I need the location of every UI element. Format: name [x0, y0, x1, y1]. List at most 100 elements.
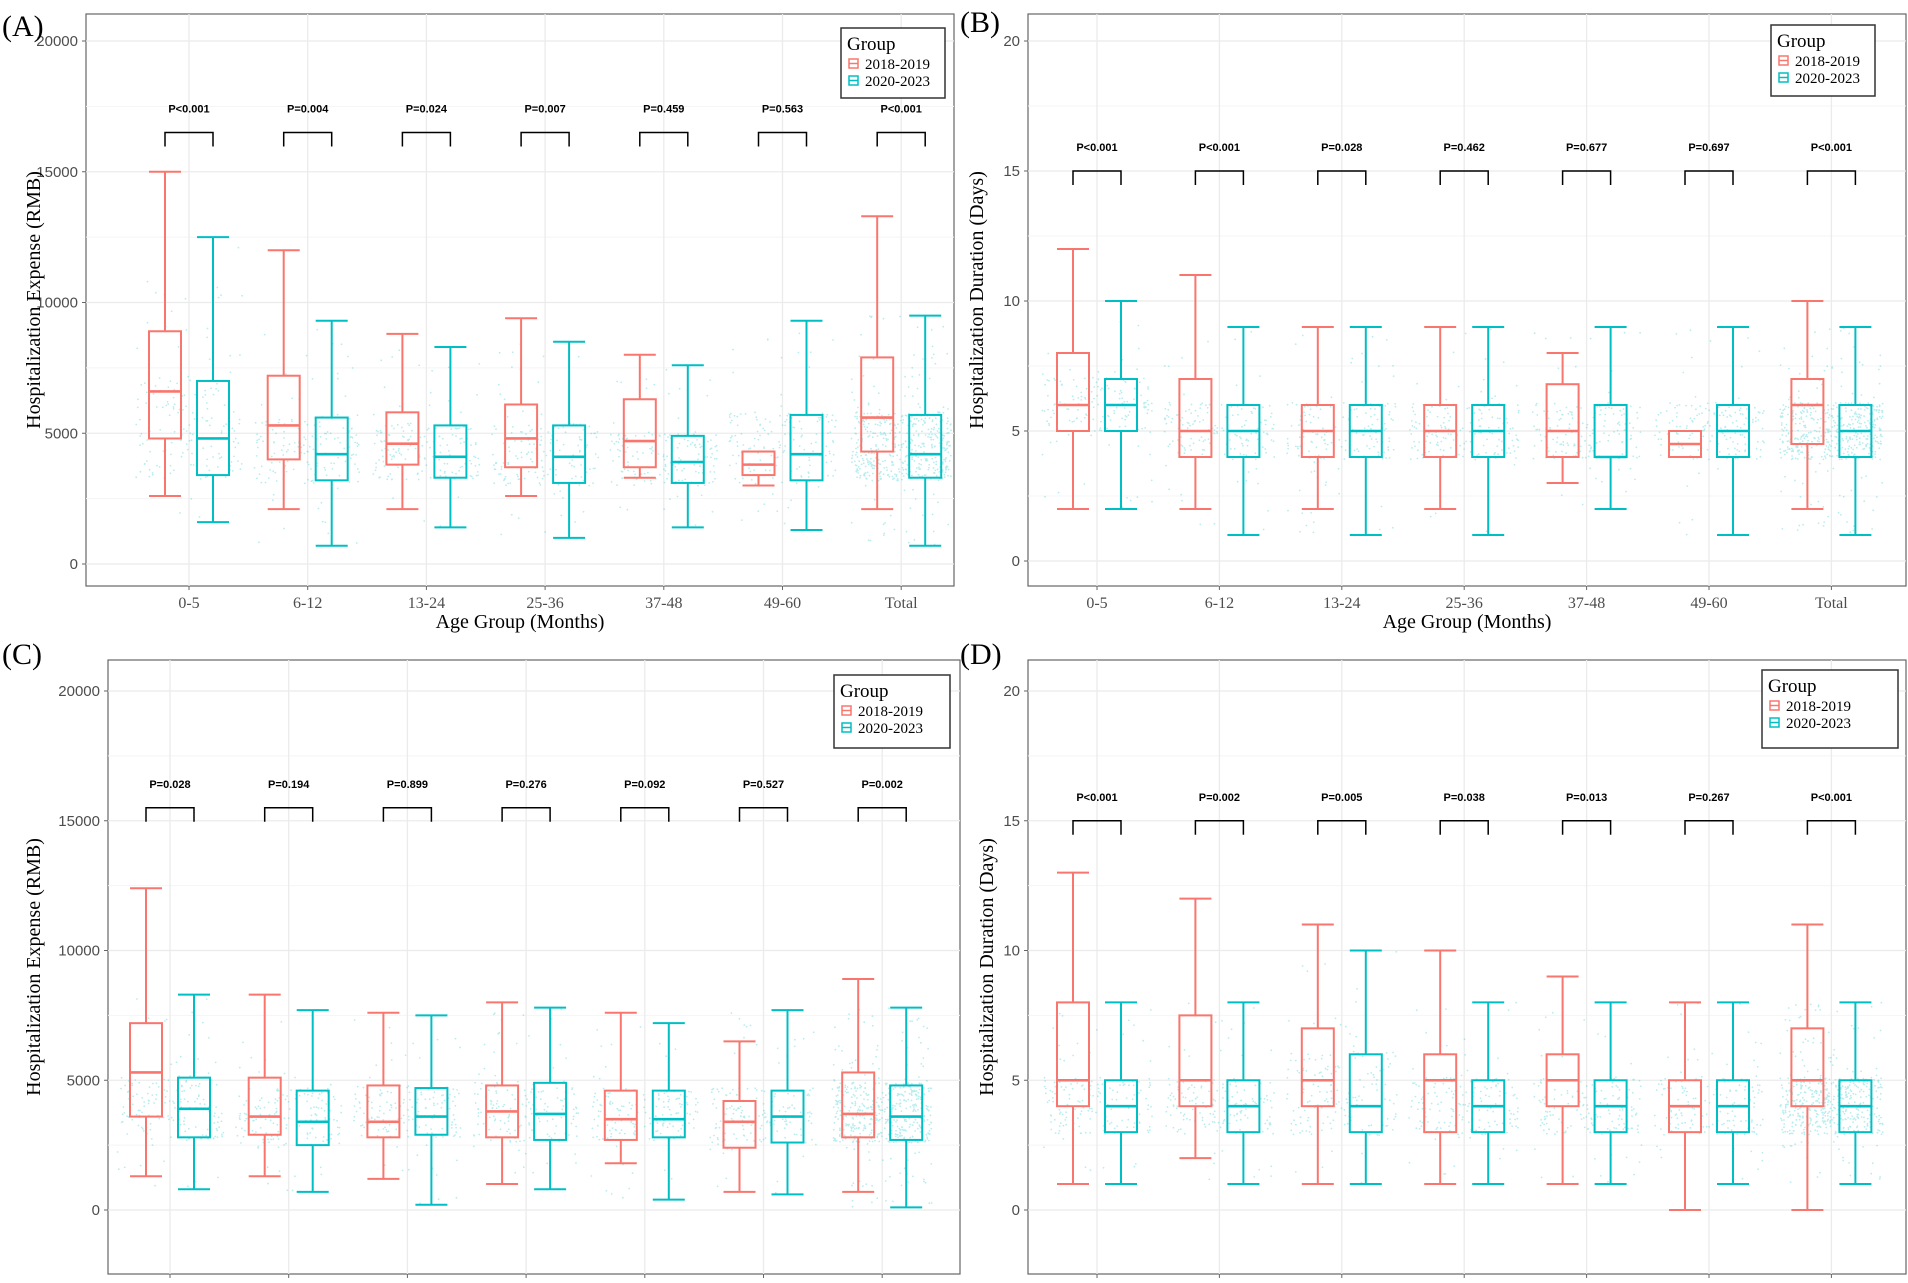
jitter-point: [388, 1109, 391, 1112]
jitter-point: [1262, 406, 1264, 409]
jitter-point: [142, 442, 144, 445]
jitter-point: [935, 423, 938, 426]
jitter-point: [493, 482, 496, 485]
jitter-point: [1826, 365, 1829, 368]
jitter-point: [317, 1097, 320, 1099]
jitter-point: [1852, 415, 1854, 418]
jitter-point: [562, 443, 565, 446]
jitter-point: [728, 464, 731, 467]
jitter-point: [567, 1134, 570, 1136]
jitter-point: [1787, 440, 1790, 442]
jitter-point: [1722, 432, 1724, 435]
jitter-point: [870, 1106, 873, 1109]
jitter-point: [902, 462, 904, 465]
jitter-point: [943, 458, 945, 461]
jitter-point: [1146, 399, 1149, 402]
jitter-point: [317, 1107, 320, 1109]
jitter-point: [383, 465, 386, 467]
jitter-point: [333, 1118, 335, 1121]
jitter-point: [1312, 521, 1315, 524]
jitter-point: [555, 1125, 558, 1127]
jitter-point: [787, 1107, 789, 1110]
jitter-point: [900, 1184, 903, 1187]
jitter-point: [923, 1087, 925, 1089]
jitter-point: [1873, 418, 1876, 421]
jitter-point: [472, 1134, 475, 1136]
jitter-point: [1847, 439, 1849, 442]
jitter-point: [1735, 420, 1738, 422]
jitter-point: [224, 476, 227, 478]
jitter-point: [1311, 441, 1313, 444]
jitter-point: [1517, 411, 1520, 414]
jitter-point: [215, 388, 218, 390]
y-tick-label: 5000: [45, 425, 78, 442]
jitter-point: [1674, 406, 1676, 409]
jitter-point: [391, 455, 394, 458]
jitter-point: [851, 454, 854, 457]
jitter-point: [1115, 406, 1118, 409]
jitter-point: [873, 464, 875, 467]
x-tick-label: 6-12: [293, 595, 322, 612]
jitter-point: [575, 1107, 578, 1110]
jitter-point: [183, 1123, 186, 1125]
jitter-point: [774, 1093, 777, 1095]
jitter-point: [835, 1100, 838, 1103]
jitter-point: [810, 1122, 813, 1125]
jitter-point: [278, 1170, 281, 1173]
jitter-point: [181, 1085, 183, 1087]
jitter-point: [190, 463, 192, 466]
jitter-point: [1351, 357, 1354, 360]
jitter-point: [189, 432, 192, 435]
jitter-point: [1136, 496, 1139, 499]
jitter-point: [933, 461, 935, 464]
jitter-point: [1852, 448, 1854, 451]
jitter-point: [1784, 475, 1786, 478]
jitter-point: [679, 1093, 682, 1096]
jitter-point: [1855, 436, 1858, 438]
jitter-point: [932, 438, 935, 441]
jitter-point: [1827, 441, 1830, 443]
jitter-point: [315, 1106, 318, 1109]
jitter-point: [1784, 449, 1787, 452]
jitter-point: [498, 1031, 501, 1034]
jitter-point: [1781, 428, 1783, 431]
jitter-point: [772, 1123, 775, 1126]
jitter-point: [251, 1129, 254, 1132]
jitter-point: [511, 426, 514, 428]
jitter-point: [1717, 406, 1720, 409]
jitter-point: [1781, 415, 1784, 418]
jitter-point: [286, 460, 289, 463]
jitter-point: [1863, 447, 1866, 450]
jitter-point: [928, 1090, 930, 1093]
jitter-point: [811, 1138, 813, 1141]
jitter-point: [1881, 409, 1883, 412]
jitter-point: [170, 453, 172, 456]
jitter-point: [1204, 439, 1206, 441]
jitter-point: [864, 472, 867, 474]
jitter-point: [378, 1109, 381, 1112]
jitter-point: [1097, 378, 1100, 381]
jitter-point: [194, 1180, 197, 1183]
jitter-point: [855, 412, 857, 414]
jitter-point: [862, 462, 865, 465]
jitter-point: [1780, 415, 1783, 418]
jitter-point: [178, 408, 181, 411]
jitter-point: [928, 466, 930, 469]
jitter-point: [1865, 475, 1868, 477]
jitter-point: [877, 448, 880, 450]
jitter-point: [926, 1119, 929, 1121]
jitter-point: [166, 1090, 168, 1092]
jitter-point: [489, 1099, 492, 1102]
jitter-point: [916, 1019, 919, 1021]
jitter-point: [928, 417, 931, 420]
jitter-point: [606, 1124, 609, 1126]
jitter-point: [949, 423, 952, 426]
jitter-point: [883, 534, 885, 536]
jitter-point: [1325, 481, 1327, 484]
jitter-point: [522, 1014, 525, 1017]
jitter-point: [404, 1054, 407, 1057]
jitter-point: [793, 1095, 795, 1097]
jitter-point: [1097, 403, 1099, 406]
jitter-point: [390, 458, 393, 461]
jitter-point: [1857, 426, 1860, 429]
